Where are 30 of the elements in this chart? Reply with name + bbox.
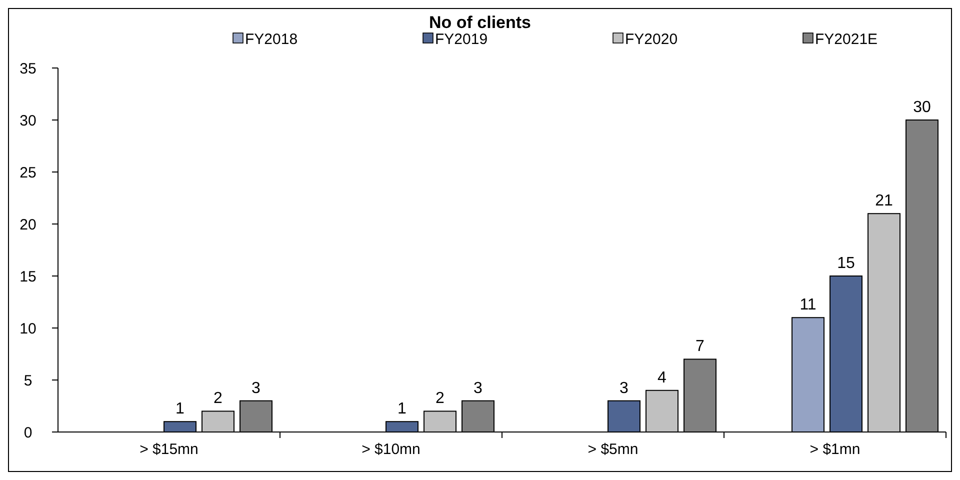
data-label: 21 [875,192,893,210]
x-tick-label: > $1mn [810,441,860,458]
x-tick-label: > $10mn [362,441,420,458]
legend-label: FY2020 [625,31,678,48]
data-label: 1 [176,400,185,418]
y-tick-label: 25 [20,164,36,182]
data-label: 2 [436,390,445,408]
data-label: 4 [658,369,667,386]
y-tick-label: 10 [20,320,36,338]
y-tick-label: 5 [24,372,32,390]
data-label: 3 [474,380,483,397]
chart-title: No of clients [428,13,532,32]
legend-label: FY2021E [815,31,878,48]
data-label: 1 [398,400,407,418]
y-tick-label: 20 [20,216,36,234]
y-tick-label: 35 [20,60,36,78]
x-tick-label: > $15mn [140,441,198,458]
data-label: 7 [696,338,705,356]
data-label: 15 [837,255,855,272]
legend-label: FY2018 [245,31,298,48]
data-label: 3 [620,380,629,397]
data-label: 2 [214,390,223,408]
data-label: 3 [252,380,261,397]
y-tick-label: 0 [24,424,32,442]
y-tick-label: 30 [20,112,36,130]
y-tick-label: 15 [20,268,36,286]
data-label: 30 [913,99,931,116]
data-label: 11 [800,296,816,314]
legend-label: FY2019 [435,31,488,48]
x-tick-label: > $5mn [588,441,638,458]
